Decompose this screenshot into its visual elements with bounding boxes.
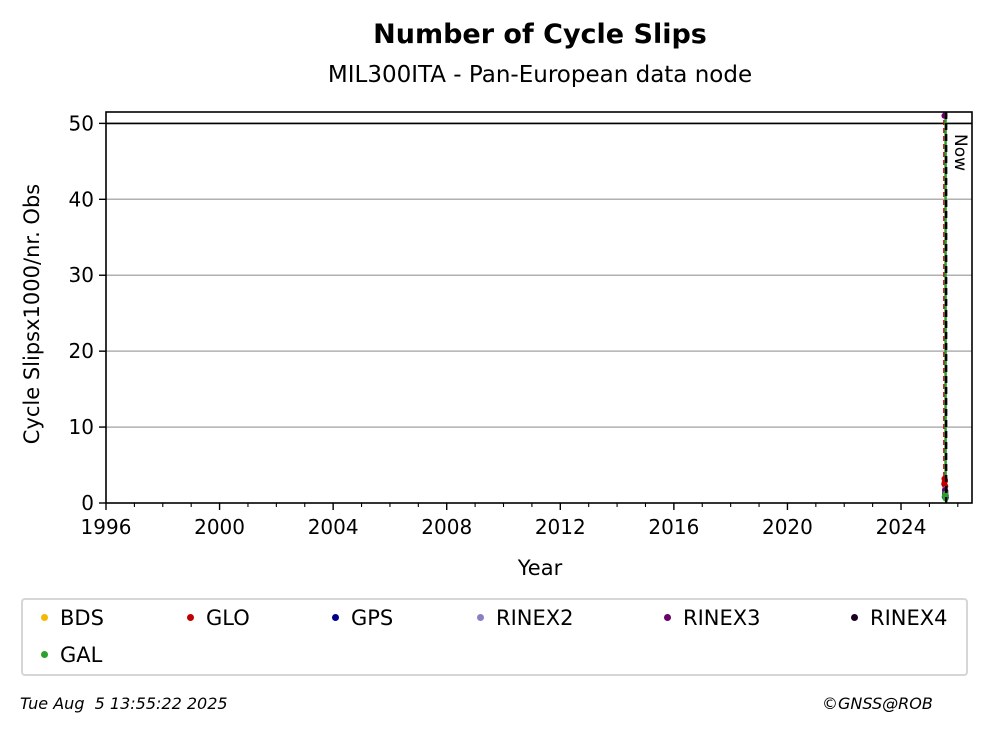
x-tick-label: 1996 — [81, 515, 132, 539]
legend-label: RINEX3 — [683, 606, 761, 630]
y-tick-label: 50 — [69, 111, 94, 135]
cycle-slips-chart: Number of Cycle Slips MIL300ITA - Pan-Eu… — [20, 19, 973, 580]
now-line: Now — [944, 112, 970, 503]
y-tick-label: 10 — [69, 415, 94, 439]
legend-marker — [41, 614, 48, 621]
x-tick-label: 2016 — [648, 515, 699, 539]
legend-item-gal: GAL — [41, 643, 103, 667]
chart-subtitle: MIL300ITA - Pan-European data node — [328, 62, 752, 88]
legend-marker — [664, 614, 671, 621]
x-tick-label: 2012 — [535, 515, 586, 539]
x-axis-label: Year — [517, 556, 563, 580]
legend-item-glo: GLO — [187, 606, 250, 630]
legend-label: GPS — [351, 606, 394, 630]
legend: BDS GLO GPS RINEX2 RINEX3 RINEX4 GAL — [21, 598, 968, 676]
y-tick-label: 20 — [69, 339, 94, 363]
x-tick-label: 2024 — [876, 515, 927, 539]
legend-item-bds: BDS — [41, 606, 104, 630]
grid-lines — [106, 122, 972, 428]
legend-marker — [41, 651, 48, 658]
legend-label: BDS — [60, 606, 104, 630]
y-tick-label: 30 — [69, 263, 94, 287]
legend-marker — [187, 614, 194, 621]
footer-timestamp: Tue Aug 5 13:55:22 2025 — [20, 694, 228, 713]
y-axis-label: Cycle Slipsx1000/nr. Obs — [20, 184, 44, 444]
now-label: Now — [950, 134, 970, 171]
plot-frame — [105, 111, 973, 504]
y-tick-label: 0 — [81, 491, 94, 515]
x-tick-label: 2008 — [421, 515, 472, 539]
y-tick-label: 40 — [69, 187, 94, 211]
x-tick-label: 2004 — [308, 515, 359, 539]
legend-marker — [477, 614, 484, 621]
legend-marker — [851, 614, 858, 621]
legend-label: GLO — [206, 606, 250, 630]
chart-title: Number of Cycle Slips — [373, 19, 707, 50]
legend-item-rinex3: RINEX3 — [664, 606, 761, 630]
x-tick-label: 2020 — [762, 515, 813, 539]
footer-credit: ©GNSS@ROB — [822, 694, 933, 713]
legend-label: RINEX2 — [496, 606, 574, 630]
legend-label: GAL — [60, 643, 103, 667]
legend-item-gps: GPS — [332, 606, 394, 630]
legend-item-rinex4: RINEX4 — [851, 606, 948, 630]
x-tick-label: 2000 — [194, 515, 245, 539]
x-axis: 1996 2000 2004 2008 2012 2016 2020 2024 — [81, 503, 959, 539]
legend-item-rinex2: RINEX2 — [477, 606, 574, 630]
y-axis: 0 10 20 30 40 50 — [69, 111, 106, 515]
legend-label: RINEX4 — [870, 606, 948, 630]
legend-marker — [332, 614, 339, 621]
